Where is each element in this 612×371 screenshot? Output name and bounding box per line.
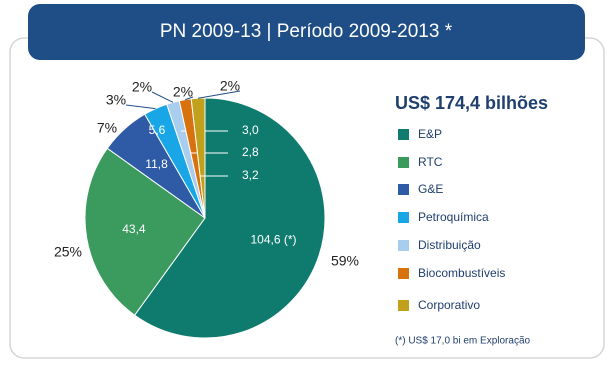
legend-label: Petroquímica — [418, 210, 489, 224]
value-label: 43,4 — [122, 222, 146, 236]
percent-label: 3% — [106, 92, 126, 108]
legend-swatch — [398, 268, 409, 279]
percent-leader — [185, 96, 194, 101]
header-bar — [28, 4, 585, 60]
legend-label: Distribuição — [418, 238, 481, 252]
legend-swatch — [398, 184, 409, 195]
percent-leader — [151, 91, 174, 103]
value-label: 3,0 — [242, 123, 259, 137]
percent-label: 59% — [331, 253, 359, 269]
value-label: 11,8 — [145, 157, 168, 171]
value-label: 3,2 — [242, 168, 259, 182]
percent-leader — [198, 90, 241, 99]
total-label: US$ 174,4 bilhões — [395, 93, 548, 113]
legend-swatch — [398, 240, 409, 251]
legend-swatch — [398, 212, 409, 223]
percent-label: 2% — [132, 79, 152, 95]
pie-slice — [84, 147, 206, 316]
legend-label: Corporativo — [418, 298, 480, 312]
legend-swatch — [398, 157, 409, 168]
value-label: 2,8 — [242, 145, 259, 159]
percent-label: 7% — [97, 120, 117, 136]
footnote: (*) US$ 17,0 bi em Exploração — [395, 336, 531, 347]
legend-label: Biocombustíveis — [418, 266, 505, 280]
percent-leader — [125, 104, 156, 110]
chart-title: PN 2009-13 | Período 2009-2013 * — [160, 21, 453, 42]
legend-label: E&P — [418, 127, 442, 141]
percent-label: 2% — [173, 84, 193, 100]
legend-swatch — [398, 129, 409, 140]
pie-slice — [133, 97, 326, 339]
percent-label: 2% — [220, 78, 240, 94]
value-label: 104,6 (*) — [250, 232, 296, 246]
value-label: 5,6 — [149, 123, 166, 137]
percent-label: 25% — [54, 244, 82, 260]
legend-swatch — [398, 300, 409, 311]
pie-slice — [190, 97, 206, 219]
legend-label: RTC — [418, 155, 443, 169]
legend-label: G&E — [418, 182, 443, 196]
